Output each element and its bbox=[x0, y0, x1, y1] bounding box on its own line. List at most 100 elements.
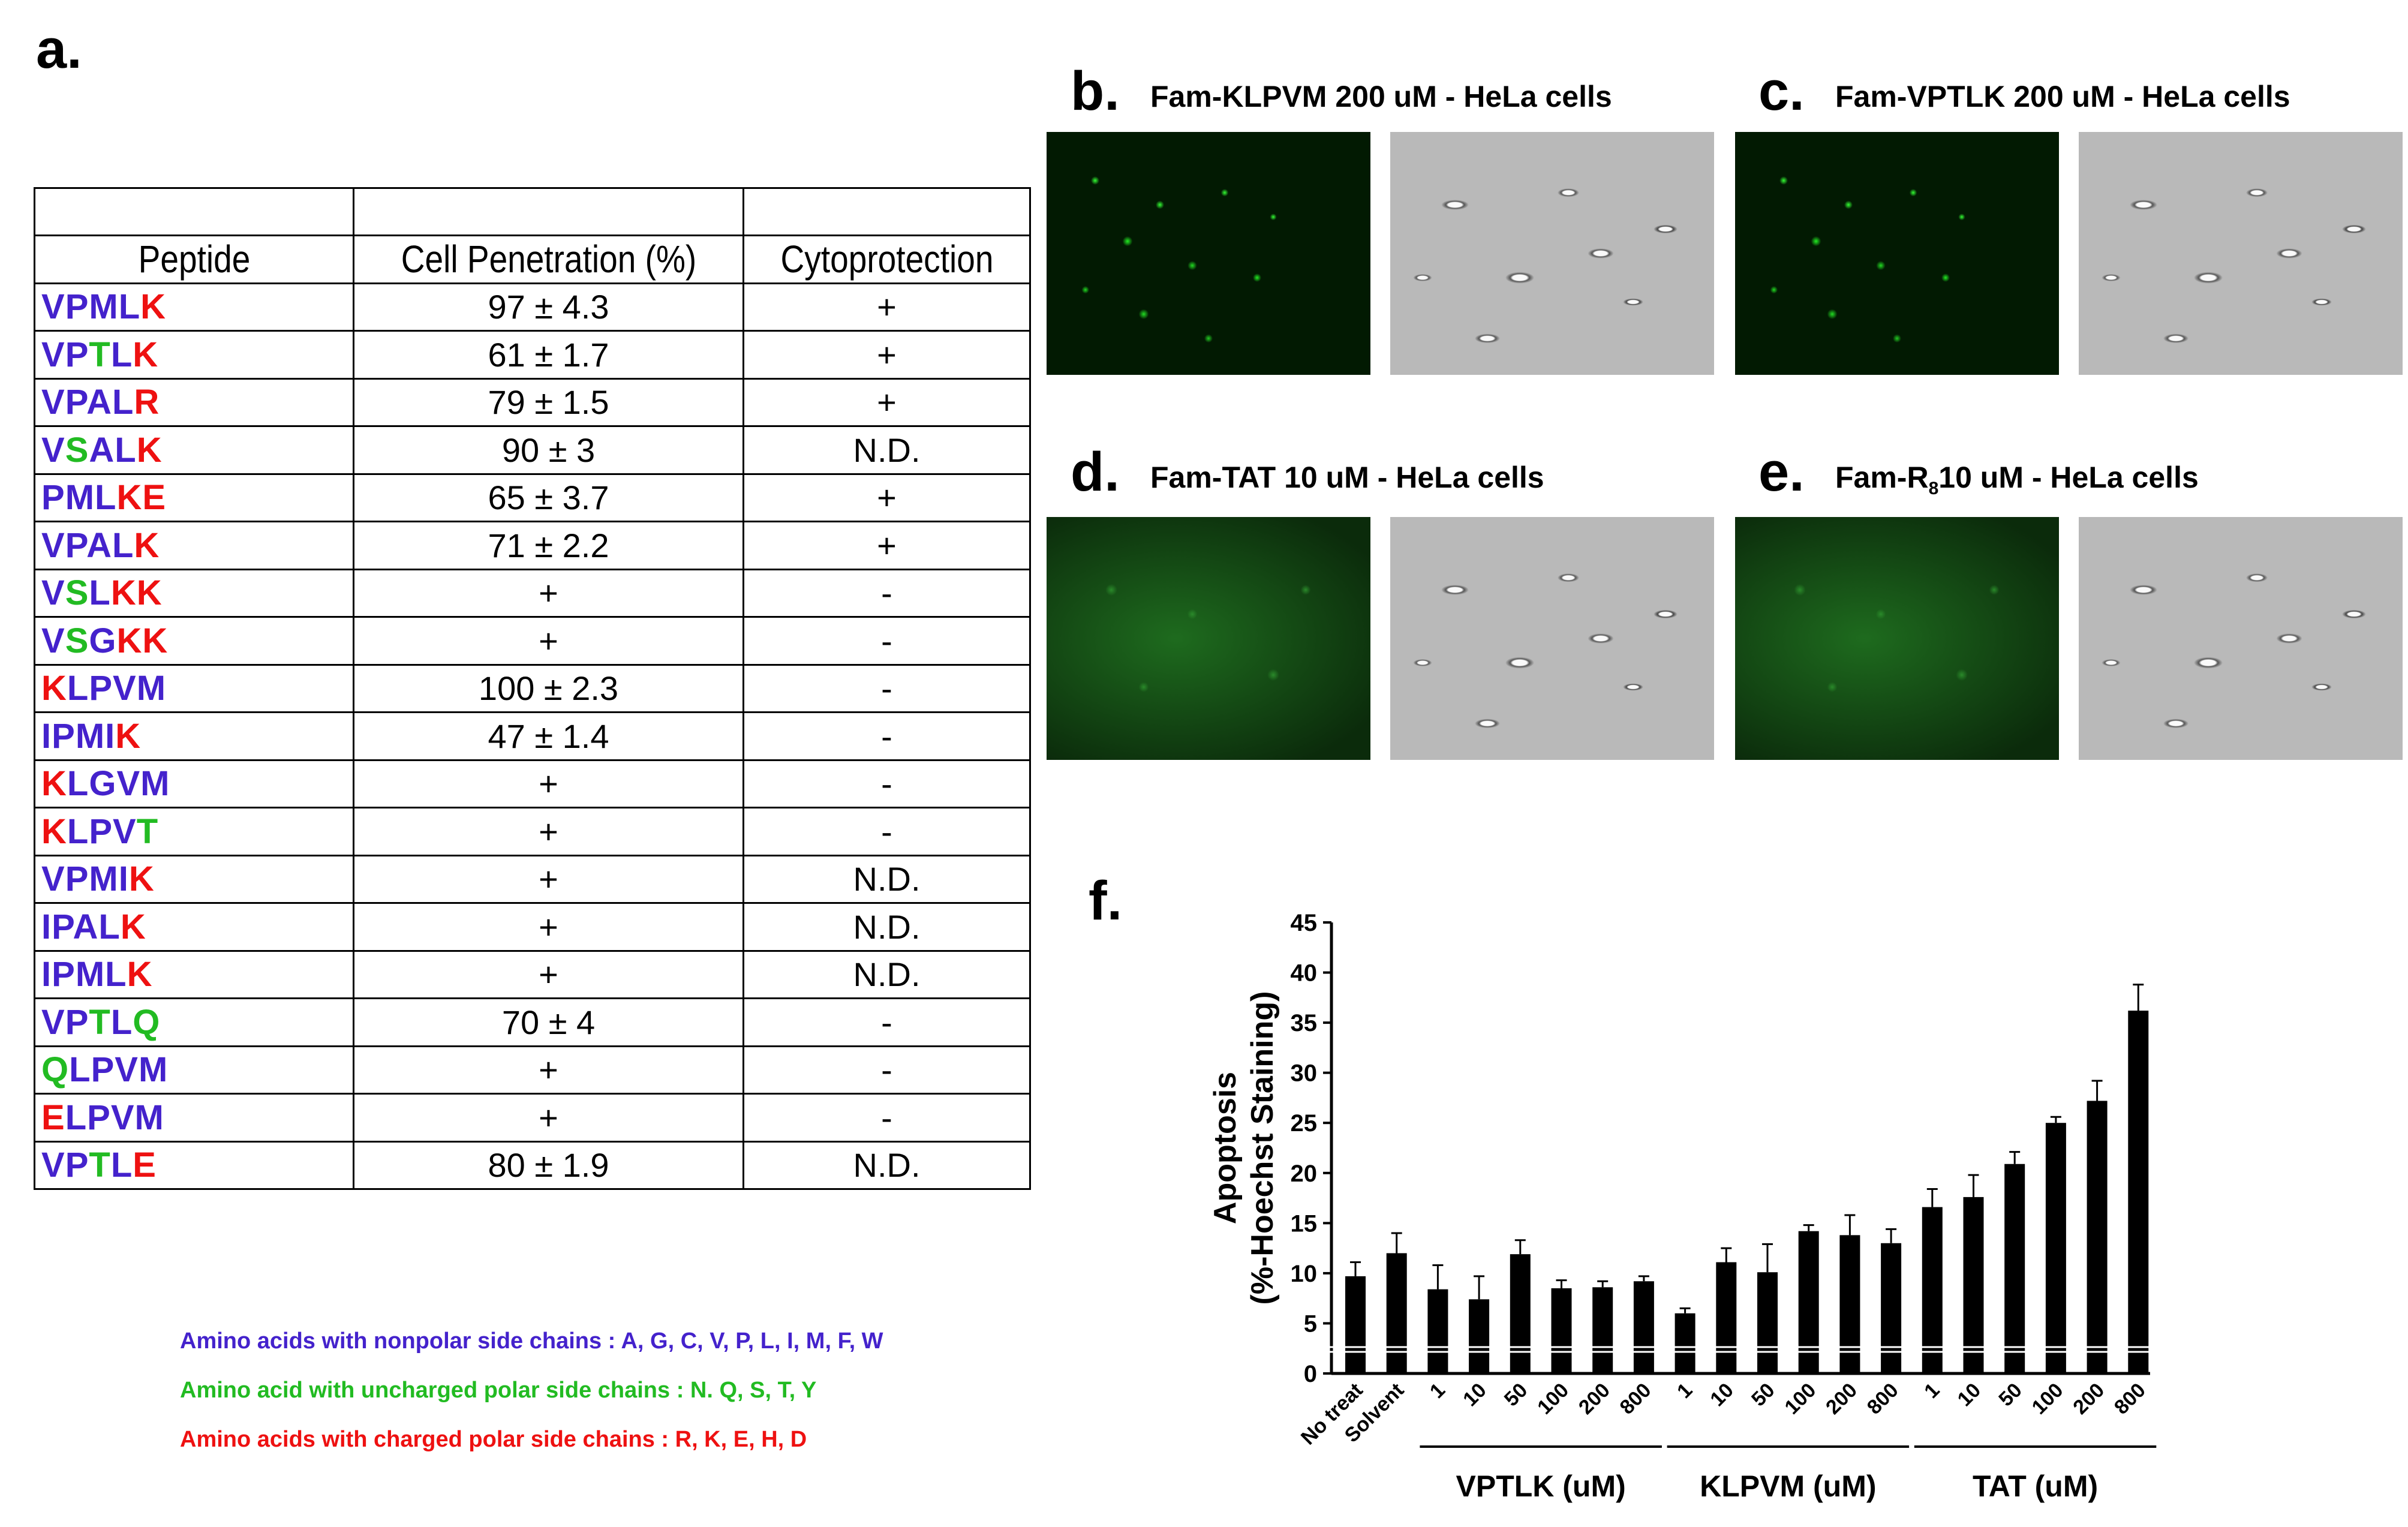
cytoprotection-cell: - bbox=[742, 616, 1031, 666]
peptide-cell: VPMLK bbox=[34, 282, 354, 332]
legend-nonpolar: Amino acids with nonpolar side chains : … bbox=[180, 1328, 883, 1354]
table-row: VPALK 71 ± 2.2 + bbox=[34, 521, 1031, 570]
peptide-cell: KLPVM bbox=[34, 663, 354, 713]
y-tick-label: 15 bbox=[1291, 1210, 1318, 1237]
peptide-cell: IPALK bbox=[34, 902, 354, 952]
penetration-cell: 47 ± 1.4 bbox=[353, 711, 744, 761]
cytoprotection-cell: - bbox=[742, 1045, 1031, 1095]
x-tick-label: 1 bbox=[1426, 1379, 1450, 1403]
table-row: IPALK + N.D. bbox=[34, 902, 1031, 952]
table-row: VSLKK + - bbox=[34, 568, 1031, 618]
peptide-cell: VPTLE bbox=[34, 1140, 354, 1190]
bar bbox=[1839, 1235, 1860, 1373]
caption-e: Fam-R810 uM - HeLa cells bbox=[1835, 461, 2199, 498]
table-row: VPALR 79 ± 1.5 + bbox=[34, 377, 1031, 427]
bar bbox=[2045, 1123, 2066, 1373]
cytoprotection-cell: + bbox=[742, 473, 1031, 522]
x-tick-label: 1 bbox=[1673, 1379, 1697, 1403]
penetration-cell: 80 ± 1.9 bbox=[353, 1140, 744, 1190]
micrograph-b-fluorescence bbox=[1047, 132, 1370, 375]
x-tick-label: 200 bbox=[1574, 1379, 1615, 1419]
panel-label-c: c. bbox=[1758, 61, 1805, 122]
y-tick-label: 35 bbox=[1291, 1010, 1318, 1036]
micrograph-d-fluorescence bbox=[1047, 517, 1370, 760]
y-tick-label: 20 bbox=[1291, 1161, 1318, 1187]
peptide-cell: VPTLQ bbox=[34, 997, 354, 1047]
penetration-cell: 79 ± 1.5 bbox=[353, 377, 744, 427]
x-tick-label: 100 bbox=[2028, 1379, 2068, 1419]
peptide-cell: VSLKK bbox=[34, 568, 354, 618]
table-header-row: Peptide Cell Penetration (%) Cytoprotect… bbox=[35, 235, 1030, 284]
peptide-table: Peptide Cell Penetration (%) Cytoprotect… bbox=[34, 187, 1031, 1190]
apoptosis-bar-chart: 0 5 10 15 20 25 30 35 40 45 Apoptosis (%-Hoechst St… bbox=[1208, 910, 2157, 1503]
cytoprotection-cell: N.D. bbox=[742, 854, 1031, 904]
penetration-cell: 100 ± 2.3 bbox=[353, 663, 744, 713]
x-tick-label: 1 bbox=[1920, 1379, 1944, 1403]
x-tick-label: 10 bbox=[1459, 1379, 1491, 1411]
panel-label-a: a. bbox=[36, 19, 82, 80]
x-tick-label: 200 bbox=[1821, 1379, 1862, 1419]
panel-label-b: b. bbox=[1071, 61, 1120, 122]
cytoprotection-cell: N.D. bbox=[742, 949, 1031, 999]
panel-label-f: f. bbox=[1089, 870, 1123, 931]
table-row: VPMIK + N.D. bbox=[34, 854, 1031, 904]
peptide-cell: VPTLK bbox=[34, 330, 354, 380]
bar bbox=[1922, 1207, 1943, 1373]
penetration-cell: 71 ± 2.2 bbox=[353, 521, 744, 570]
header-peptide: Peptide bbox=[56, 235, 332, 284]
bar bbox=[1510, 1254, 1531, 1373]
y-axis-title: Apoptosis bbox=[1208, 1072, 1243, 1224]
bar bbox=[1345, 1276, 1366, 1373]
x-tick-label: 50 bbox=[1500, 1379, 1532, 1411]
x-tick-label: 100 bbox=[1533, 1379, 1573, 1419]
bar bbox=[1881, 1243, 1902, 1373]
table-row: VPTLK 61 ± 1.7 + bbox=[34, 330, 1031, 380]
y-tick-label: 0 bbox=[1304, 1361, 1317, 1387]
table-row: IPMLK + N.D. bbox=[34, 949, 1031, 999]
table-row: QLPVM + - bbox=[34, 1045, 1031, 1095]
bar bbox=[1757, 1272, 1778, 1373]
peptide-cell: IPMLK bbox=[34, 949, 354, 999]
bar bbox=[1716, 1262, 1737, 1373]
y-axis-subtitle: (%-Hoechst Staining) bbox=[1245, 991, 1280, 1305]
cytoprotection-cell: - bbox=[742, 1093, 1031, 1143]
bar bbox=[1592, 1287, 1613, 1373]
cytoprotection-cell: - bbox=[742, 711, 1031, 761]
peptide-cell: ELPVM bbox=[34, 1093, 354, 1143]
penetration-cell: 70 ± 4 bbox=[353, 997, 744, 1047]
caption-c: Fam-VPTLK 200 uM - HeLa cells bbox=[1835, 80, 2290, 113]
cytoprotection-cell: - bbox=[742, 568, 1031, 618]
micrograph-e-phase bbox=[2079, 517, 2403, 760]
cytoprotection-cell: + bbox=[742, 282, 1031, 332]
table-row: VSALK 90 ± 3 N.D. bbox=[34, 425, 1031, 475]
peptide-cell: QLPVM bbox=[34, 1045, 354, 1095]
group-label: VPTLK (uM) bbox=[1456, 1469, 1626, 1503]
x-tick-label: 800 bbox=[2110, 1379, 2150, 1419]
penetration-cell: + bbox=[353, 1045, 744, 1095]
bar bbox=[1675, 1313, 1695, 1373]
table-row: IPMIK 47 ± 1.4- bbox=[34, 711, 1031, 761]
bar bbox=[1633, 1281, 1654, 1373]
cytoprotection-cell: N.D. bbox=[742, 425, 1031, 475]
group-label: KLPVM (uM) bbox=[1700, 1469, 1876, 1503]
peptide-cell: VPALR bbox=[34, 377, 354, 427]
cytoprotection-cell: - bbox=[742, 807, 1031, 856]
penetration-cell: + bbox=[353, 616, 744, 666]
penetration-cell: + bbox=[353, 949, 744, 999]
cytoprotection-cell: - bbox=[742, 759, 1031, 808]
micrograph-d-phase bbox=[1390, 517, 1714, 760]
peptide-cell: PMLKE bbox=[34, 473, 354, 522]
x-tick-label: 800 bbox=[1863, 1379, 1903, 1419]
bar bbox=[2128, 1011, 2149, 1373]
table-row: KLGVM + - bbox=[34, 759, 1031, 808]
x-tick-label: 200 bbox=[2069, 1379, 2109, 1419]
bar bbox=[1427, 1289, 1448, 1373]
y-tick-label: 40 bbox=[1291, 960, 1318, 987]
peptide-cell: VSGKK bbox=[34, 616, 354, 666]
panel-label-e: e. bbox=[1758, 441, 1805, 503]
micrograph-e-fluorescence bbox=[1735, 517, 2059, 760]
cytoprotection-cell: - bbox=[742, 663, 1031, 713]
y-tick-label: 25 bbox=[1291, 1110, 1318, 1137]
peptide-cell: KLGVM bbox=[34, 759, 354, 808]
peptide-cell: VSALK bbox=[34, 425, 354, 475]
